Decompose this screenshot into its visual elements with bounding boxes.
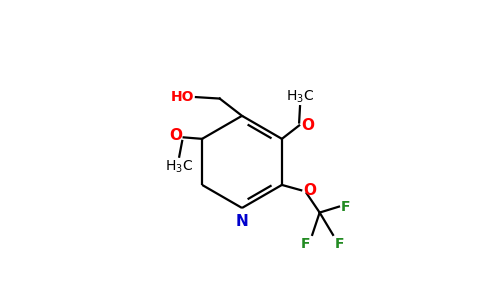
Text: F: F <box>340 200 350 214</box>
Text: HO: HO <box>171 90 195 104</box>
Text: F: F <box>334 237 344 251</box>
Text: O: O <box>169 128 182 143</box>
Text: F: F <box>301 237 311 251</box>
Text: O: O <box>301 118 314 133</box>
Text: N: N <box>236 214 248 230</box>
Text: H$_3$C: H$_3$C <box>165 158 193 175</box>
Text: H$_3$C: H$_3$C <box>286 88 314 105</box>
Text: O: O <box>303 183 316 198</box>
